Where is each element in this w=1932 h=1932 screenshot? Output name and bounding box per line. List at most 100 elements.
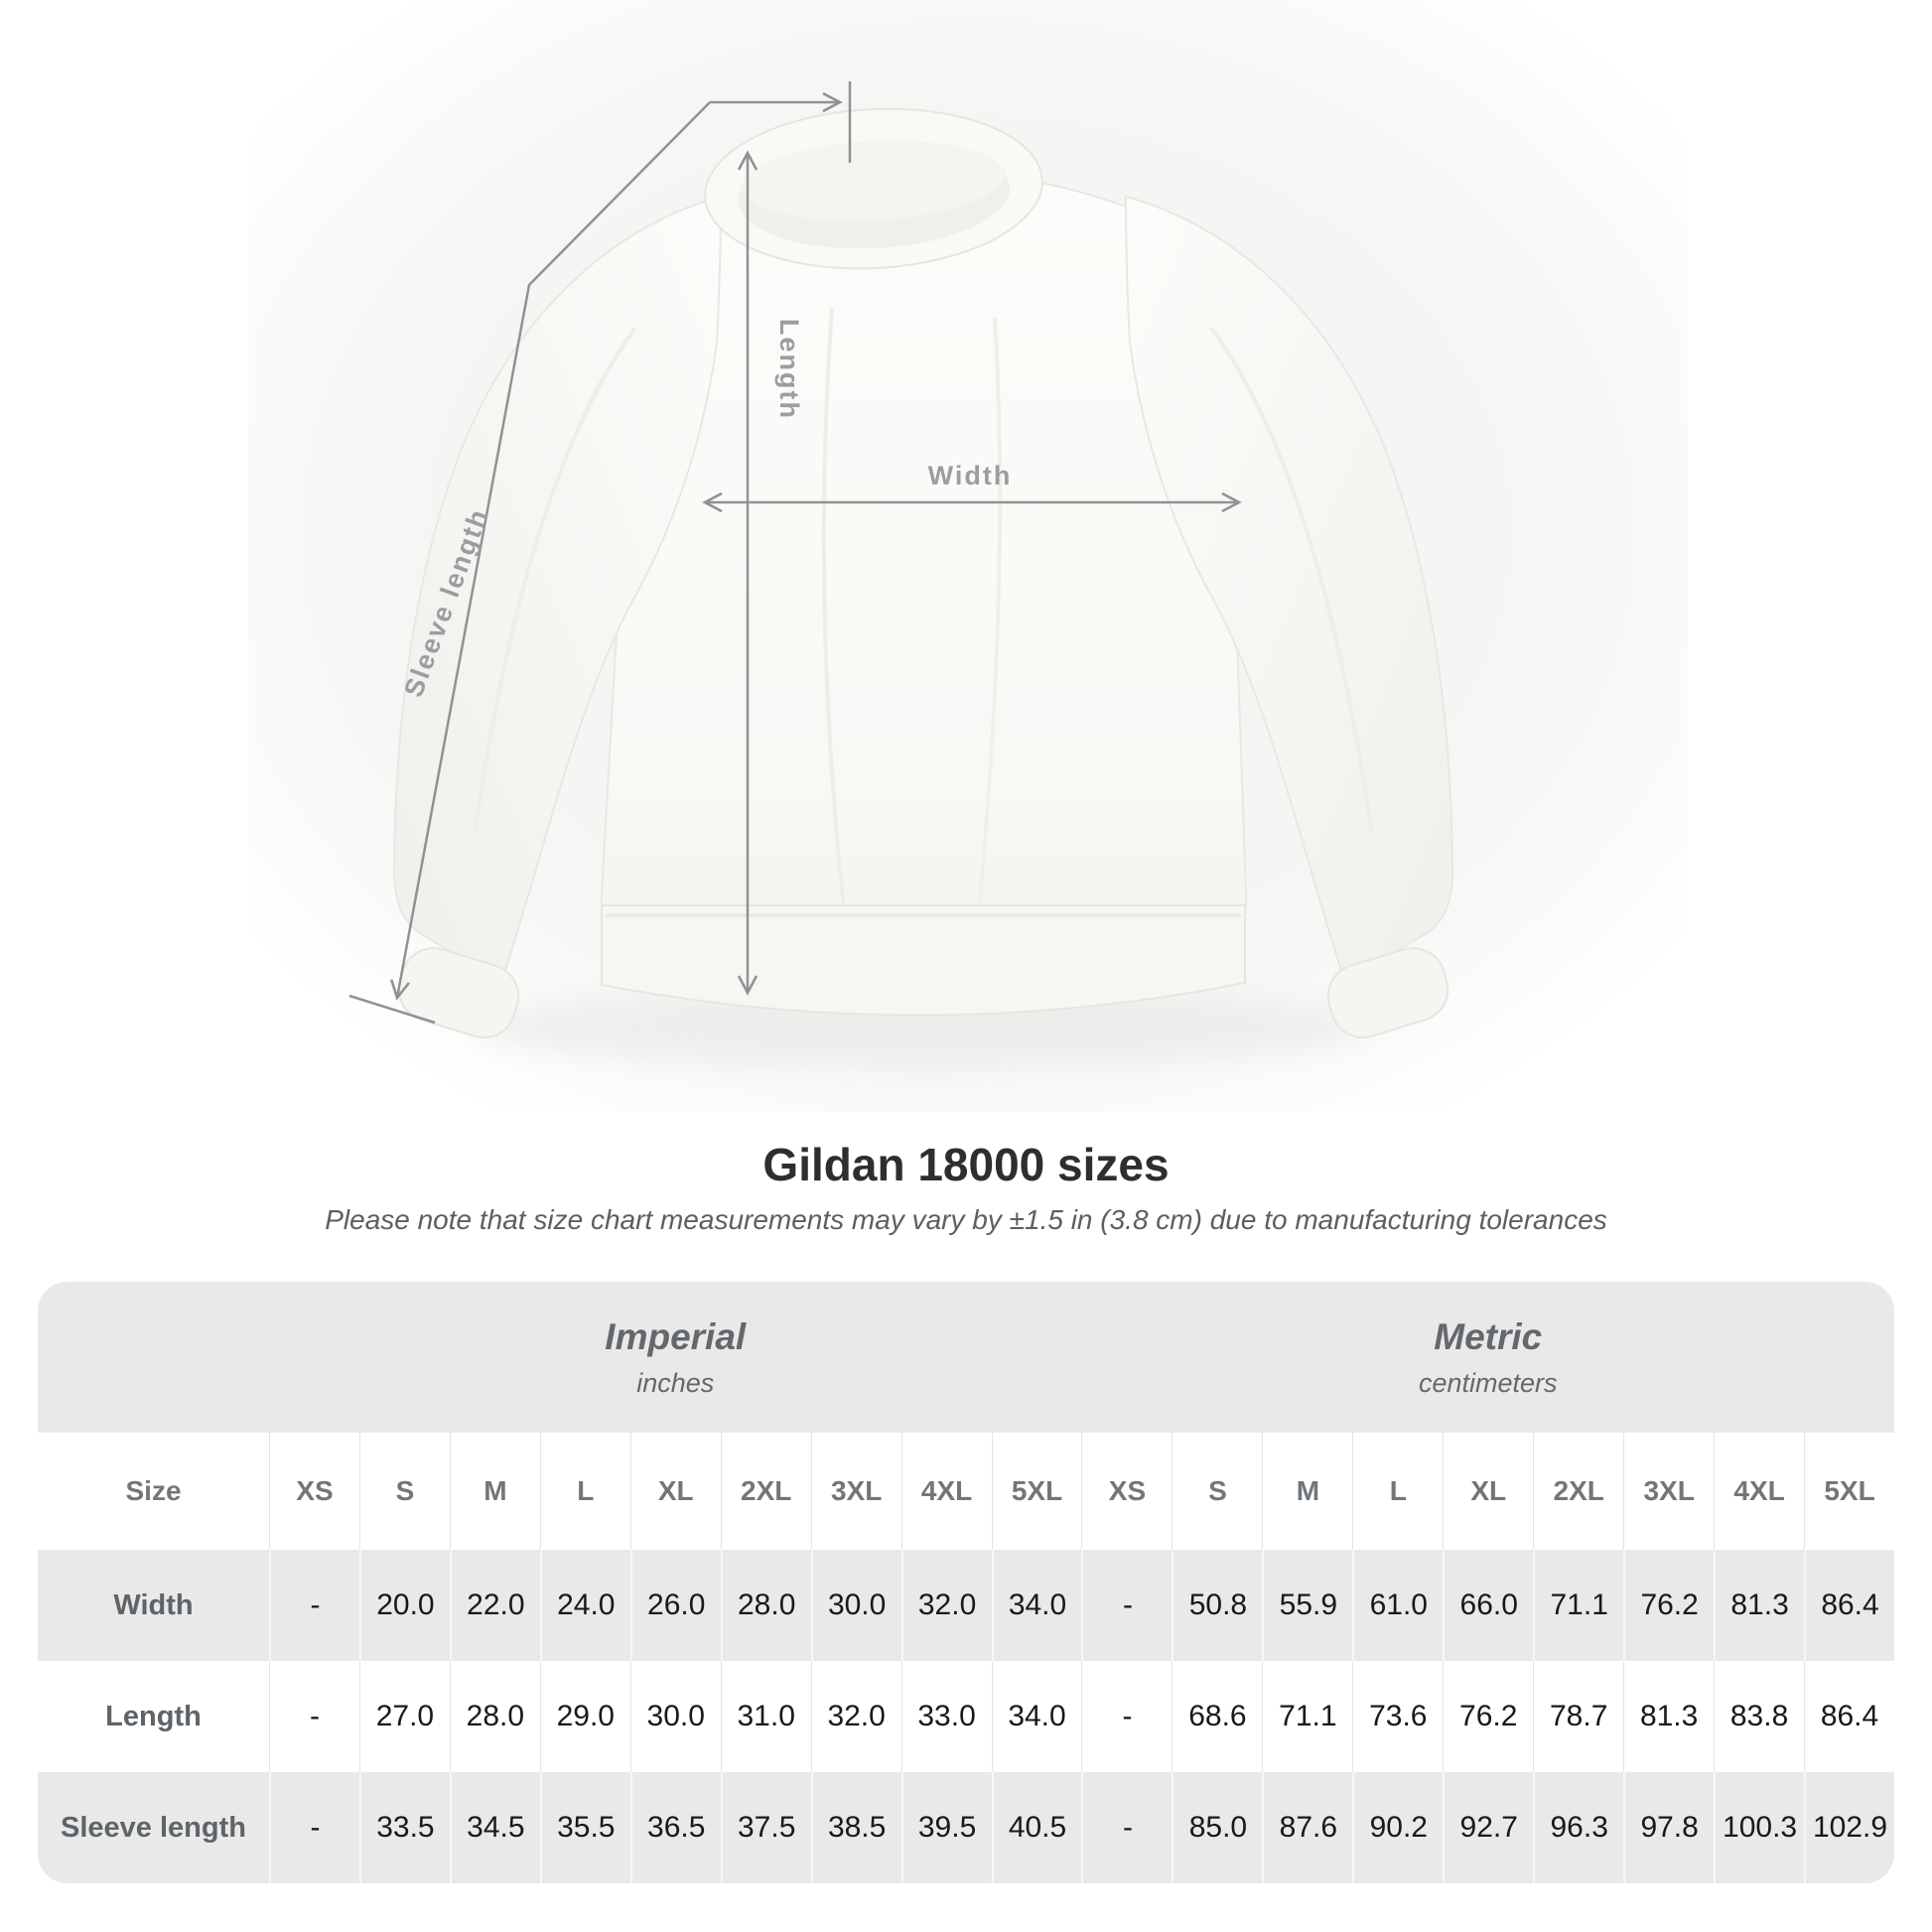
value-cell: 24.0: [539, 1550, 630, 1662]
value-cell: 34.0: [991, 1550, 1082, 1662]
collar: [704, 107, 1043, 270]
size-col-header: L: [1352, 1433, 1443, 1551]
value-cell: -: [1081, 1550, 1172, 1662]
value-cell: 73.6: [1352, 1661, 1443, 1773]
width-label: Width: [928, 461, 1013, 490]
imperial-header: Imperial inches: [269, 1282, 1082, 1433]
value-cell: 33.5: [358, 1772, 450, 1884]
sleeve-length-tick: [348, 994, 436, 1025]
size-col-header: 3XL: [1623, 1433, 1714, 1551]
value-cell: 90.2: [1352, 1772, 1443, 1884]
value-cell: 71.1: [1262, 1661, 1352, 1773]
size-col-header: 4XL: [900, 1433, 992, 1551]
sweatshirt-diagram: Length Width Sleeve length: [248, 0, 1688, 1112]
torso-fold-line: [977, 317, 1003, 912]
size-col-header: 2XL: [720, 1433, 811, 1551]
value-cell: 96.3: [1533, 1772, 1623, 1884]
value-cell: 38.5: [810, 1772, 901, 1884]
value-cell: 71.1: [1533, 1550, 1623, 1662]
value-cell: 66.0: [1443, 1550, 1533, 1662]
size-col-header: M: [449, 1433, 540, 1551]
value-cell: 29.0: [539, 1661, 630, 1773]
value-cell: 78.7: [1533, 1661, 1623, 1773]
table-row-sleeve-length: Sleeve length - 33.5 34.5 35.5 36.5 37.5…: [38, 1772, 1894, 1884]
torso-fold-line: [821, 307, 846, 909]
table-row-width: Width - 20.0 22.0 24.0 26.0 28.0 30.0 32…: [38, 1550, 1894, 1662]
value-cell: -: [1081, 1661, 1172, 1773]
tolerance-note: Please note that size chart measurements…: [325, 1204, 1607, 1236]
value-cell: 97.8: [1623, 1772, 1714, 1884]
value-cell: 83.8: [1714, 1661, 1804, 1773]
value-cell: 39.5: [900, 1772, 992, 1884]
row-label: Length: [105, 1700, 202, 1732]
value-cell: 61.0: [1352, 1550, 1443, 1662]
value-cell: 20.0: [358, 1550, 450, 1662]
row-label: Width: [113, 1588, 194, 1621]
value-cell: 76.2: [1623, 1550, 1714, 1662]
value-cell: 100.3: [1714, 1772, 1804, 1884]
imperial-name: Imperial: [605, 1315, 747, 1357]
size-col-header: S: [1172, 1433, 1262, 1551]
value-cell: 35.5: [539, 1772, 630, 1884]
size-col-header: XL: [1443, 1433, 1533, 1551]
page-title: Gildan 18000 sizes: [762, 1139, 1170, 1190]
value-cell: 27.0: [358, 1661, 450, 1773]
value-cell: 32.0: [900, 1550, 992, 1662]
size-col-header: 5XL: [991, 1433, 1082, 1551]
value-cell: 33.0: [900, 1661, 992, 1773]
left-sleeve-fold: [473, 326, 637, 835]
value-cell: -: [269, 1550, 359, 1662]
size-col-header: L: [539, 1433, 630, 1551]
size-chart-page: Length Width Sleeve length Gildan 18000 …: [38, 0, 1895, 1884]
value-cell: -: [269, 1661, 359, 1773]
value-cell: 81.3: [1714, 1550, 1804, 1662]
value-cell: 34.0: [991, 1661, 1082, 1773]
sleeve-length-line: [390, 101, 711, 1001]
row-label: Sleeve length: [61, 1811, 246, 1844]
size-header-row: Size XS S M L XL 2XL 3XL 4XL 5XL XS S M …: [38, 1433, 1894, 1551]
length-label: Length: [774, 319, 804, 420]
value-cell: 26.0: [629, 1550, 721, 1662]
value-cell: 68.6: [1172, 1661, 1262, 1773]
metric-name: Metric: [1434, 1315, 1543, 1357]
metric-unit: centimeters: [1418, 1367, 1558, 1398]
value-cell: 92.7: [1443, 1772, 1533, 1884]
size-col-header: M: [1262, 1433, 1352, 1551]
size-col-header: 5XL: [1804, 1433, 1894, 1551]
value-cell: 30.0: [629, 1661, 721, 1773]
size-col-header: XS: [269, 1433, 359, 1551]
value-cell: 22.0: [449, 1550, 540, 1662]
value-cell: 87.6: [1262, 1772, 1352, 1884]
value-cell: -: [269, 1772, 359, 1884]
value-cell: 81.3: [1623, 1661, 1714, 1773]
value-cell: 31.0: [720, 1661, 811, 1773]
size-col-header: XL: [629, 1433, 721, 1551]
unit-band: Imperial inches Metric centimeters: [38, 1282, 1895, 1434]
size-col-header: 3XL: [810, 1433, 901, 1551]
right-cuff: [1326, 947, 1449, 1038]
garment-shadow: [477, 986, 1370, 1069]
value-cell: 50.8: [1172, 1550, 1262, 1662]
value-cell: 32.0: [810, 1661, 901, 1773]
value-cell: 28.0: [449, 1661, 540, 1773]
value-cell: 36.5: [629, 1772, 721, 1884]
size-table: Imperial inches Metric centimeters Size …: [38, 1282, 1895, 1884]
value-cell: 30.0: [810, 1550, 901, 1662]
value-cell: 76.2: [1443, 1661, 1533, 1773]
value-cell: 86.4: [1804, 1550, 1894, 1662]
value-cell: 40.5: [991, 1772, 1082, 1884]
size-header-label: Size: [125, 1475, 182, 1507]
value-cell: 37.5: [720, 1772, 811, 1884]
size-col-header: XS: [1081, 1433, 1172, 1551]
right-sleeve-fold: [1209, 326, 1374, 835]
value-cell: 34.5: [449, 1772, 540, 1884]
value-cell: 102.9: [1804, 1772, 1894, 1884]
metric-header: Metric centimeters: [1082, 1282, 1895, 1433]
value-cell: 86.4: [1804, 1661, 1894, 1773]
size-col-header: 2XL: [1533, 1433, 1623, 1551]
table-row-length: Length - 27.0 28.0 29.0 30.0 31.0 32.0 3…: [38, 1661, 1894, 1773]
size-col-header: 4XL: [1714, 1433, 1804, 1551]
value-cell: 55.9: [1262, 1550, 1352, 1662]
sweatshirt-hem-band: [601, 904, 1246, 1017]
dimension-lines: [348, 81, 1242, 1025]
